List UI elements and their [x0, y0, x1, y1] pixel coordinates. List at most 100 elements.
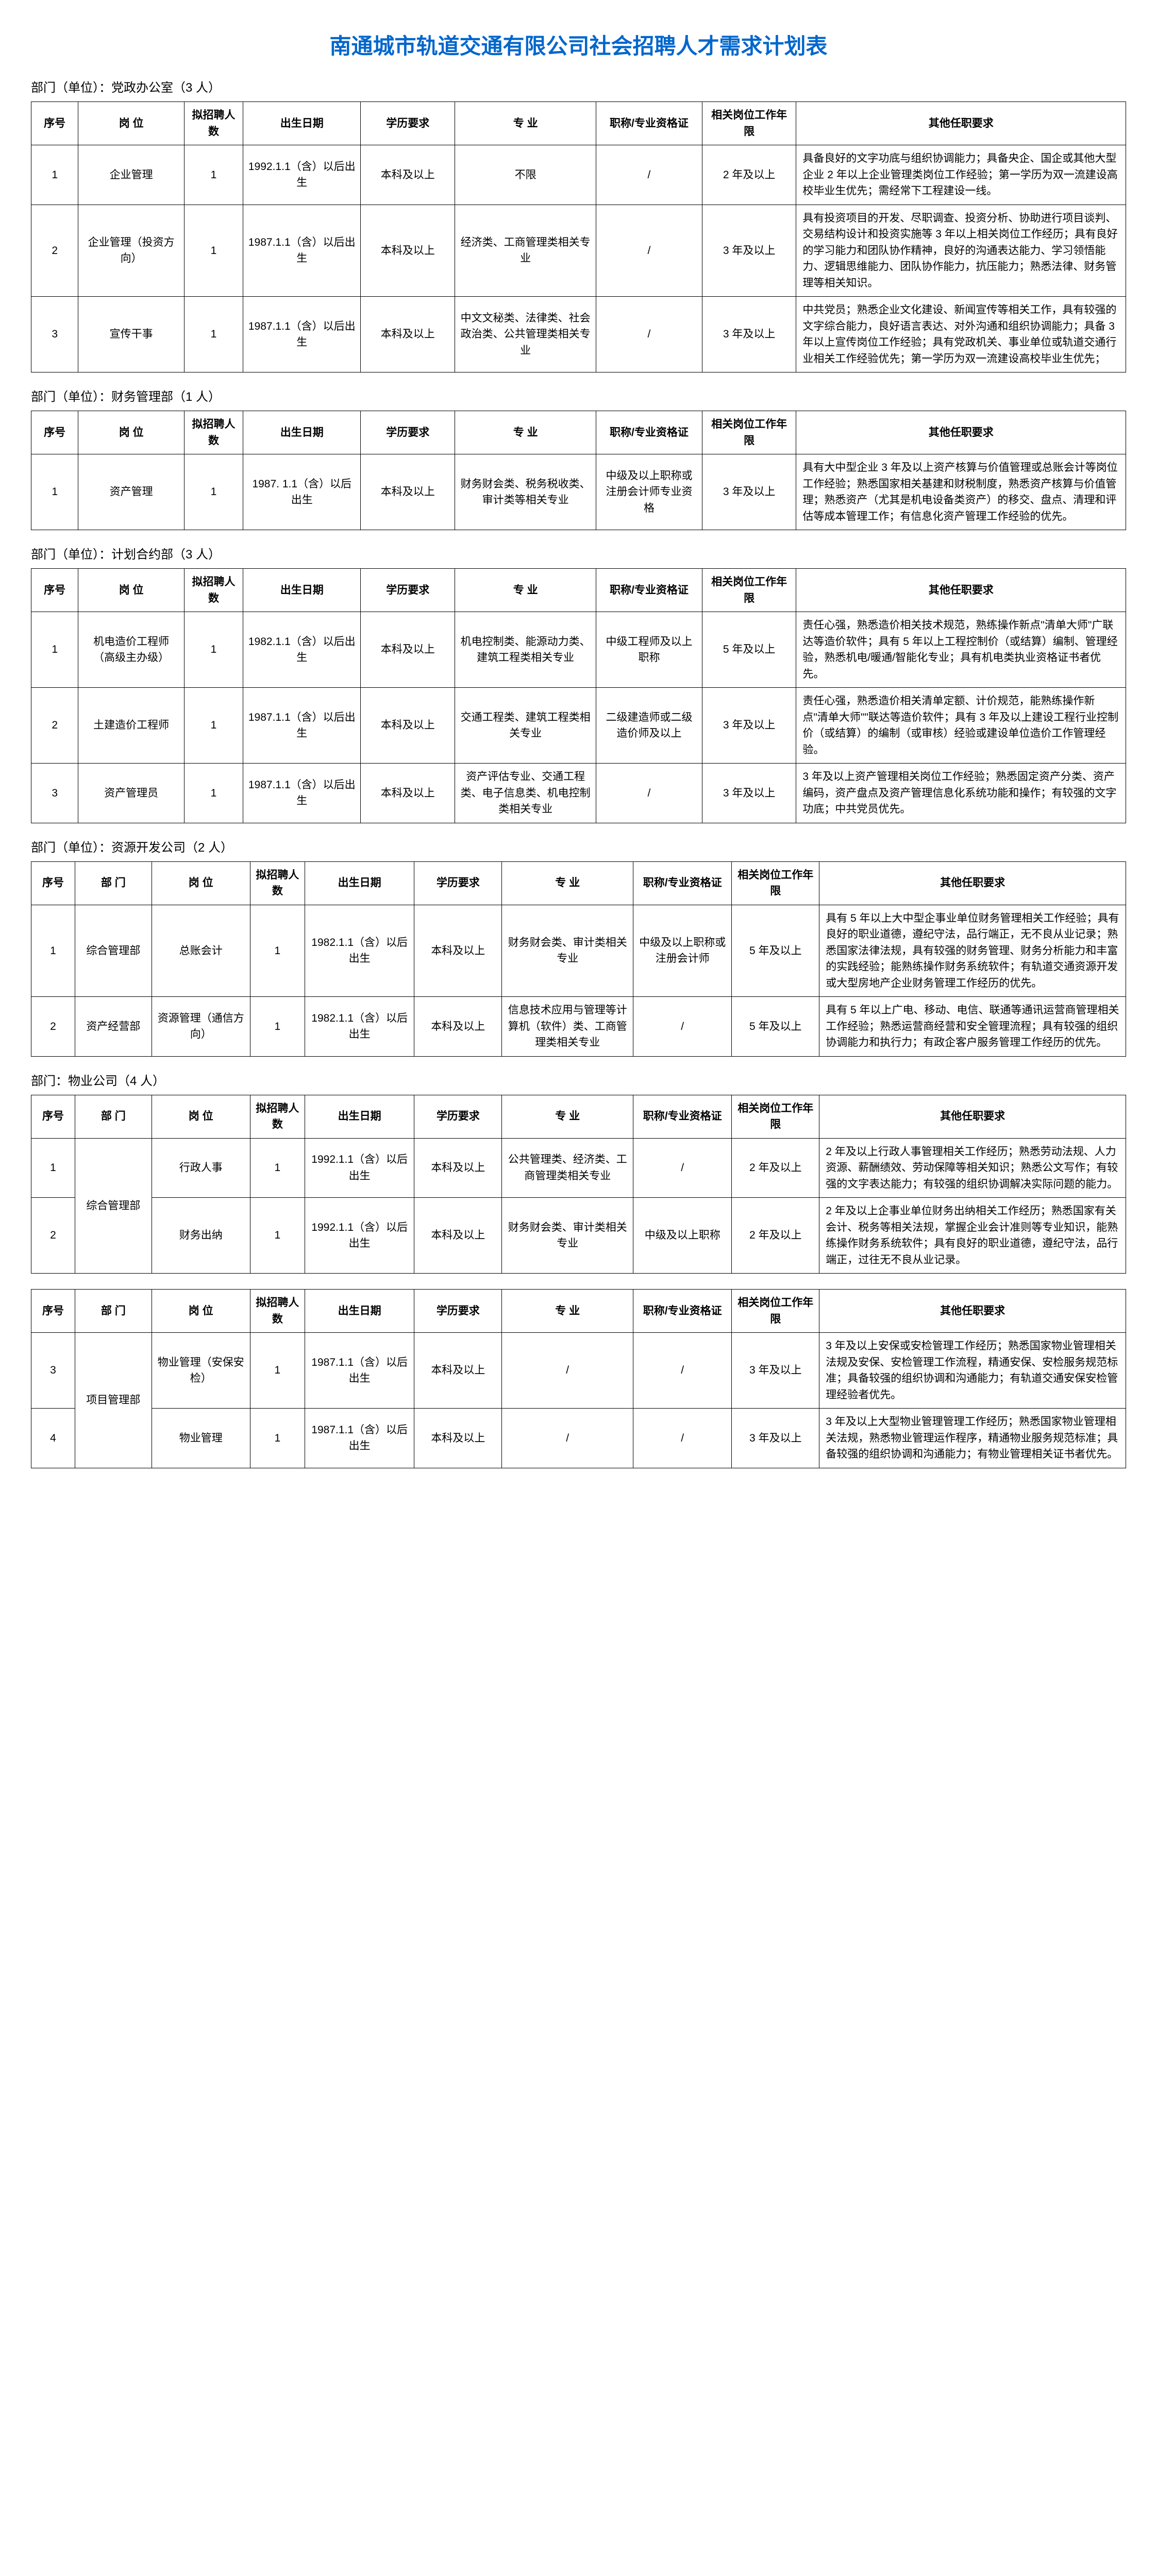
table-cell: 1 — [250, 997, 305, 1057]
table-cell: 机电造价工程师（高级主办级） — [78, 612, 185, 688]
table-cell: 信息技术应用与管理等计算机（软件）类、工商管理类相关专业 — [502, 997, 633, 1057]
column-header: 出生日期 — [305, 1290, 414, 1333]
recruitment-table: 序号部 门岗 位拟招聘人数出生日期学历要求专 业职称/专业资格证相关岗位工作年限… — [31, 1095, 1126, 1274]
column-header: 出生日期 — [305, 861, 414, 905]
table-row: 1资产管理11987. 1.1（含）以后出生本科及以上财务财会类、税务税收类、审… — [31, 454, 1126, 530]
table-cell: 1 — [184, 297, 243, 372]
column-header: 专 业 — [455, 569, 596, 612]
table-cell: 公共管理类、经济类、工商管理类相关专业 — [502, 1138, 633, 1198]
table-cell: 3 年及以上资产管理相关岗位工作经验；熟悉固定资产分类、资产编码，资产盘点及资产… — [796, 764, 1126, 823]
table-row: 2财务出纳11992.1.1（含）以后出生本科及以上财务财会类、审计类相关专业中… — [31, 1198, 1126, 1274]
table-cell: 不限 — [455, 145, 596, 205]
table-cell: 本科及以上 — [361, 764, 455, 823]
column-header: 部 门 — [75, 1095, 152, 1138]
table-cell: 1987. 1.1（含）以后出生 — [243, 454, 361, 530]
table-row: 2企业管理（投资方向）11987.1.1（含）以后出生本科及以上经济类、工商管理… — [31, 205, 1126, 297]
table-cell: / — [596, 205, 702, 297]
table-cell: 本科及以上 — [361, 145, 455, 205]
table-cell: / — [596, 297, 702, 372]
table-row: 3宣传干事11987.1.1（含）以后出生本科及以上中文文秘类、法律类、社会政治… — [31, 297, 1126, 372]
column-header: 序号 — [31, 861, 75, 905]
table-cell: 3 年及以上 — [732, 1409, 819, 1468]
column-header: 职称/专业资格证 — [596, 102, 702, 145]
column-header: 岗 位 — [78, 569, 185, 612]
department-header: 部门：物业公司（4 人） — [31, 1072, 1126, 1091]
column-header: 拟招聘人数 — [184, 569, 243, 612]
table-cell: 具有大中型企业 3 年及以上资产核算与价值管理或总账会计等岗位工作经验；熟悉国家… — [796, 454, 1126, 530]
recruitment-table: 序号岗 位拟招聘人数出生日期学历要求专 业职称/专业资格证相关岗位工作年限其他任… — [31, 101, 1126, 372]
table-cell: 1 — [31, 145, 78, 205]
table-cell: 本科及以上 — [414, 1333, 502, 1409]
table-cell: 1992.1.1（含）以后出生 — [243, 145, 361, 205]
table-cell: 2 — [31, 997, 75, 1057]
table-row: 2资产经营部资源管理（通信方向）11982.1.1（含）以后出生本科及以上信息技… — [31, 997, 1126, 1057]
table-cell: / — [633, 1333, 732, 1409]
table-cell: 1 — [184, 145, 243, 205]
table-cell: 1 — [31, 905, 75, 997]
table-cell: 财务财会类、审计类相关专业 — [502, 905, 633, 997]
table-cell: / — [502, 1409, 633, 1468]
table-cell: 1987.1.1（含）以后出生 — [243, 764, 361, 823]
table-cell: 5 年及以上 — [732, 997, 819, 1057]
table-cell: 本科及以上 — [361, 297, 455, 372]
column-header: 部 门 — [75, 861, 152, 905]
table-cell: 1 — [184, 205, 243, 297]
table-cell: 资源管理（通信方向） — [152, 997, 250, 1057]
column-header: 学历要求 — [414, 861, 502, 905]
column-header: 其他任职要求 — [819, 1290, 1126, 1333]
column-header: 职称/专业资格证 — [633, 1290, 732, 1333]
table-cell: 责任心强，熟悉造价相关清单定额、计价规范，能熟练操作新点"清单大师""联达等造价… — [796, 688, 1126, 764]
table-cell: 综合管理部 — [75, 1138, 152, 1274]
table-cell: 中级及以上职称或注册会计师 — [633, 905, 732, 997]
table-row: 3项目管理部物业管理（安保安检）11987.1.1（含）以后出生本科及以上//3… — [31, 1333, 1126, 1409]
table-row: 1机电造价工程师（高级主办级）11982.1.1（含）以后出生本科及以上机电控制… — [31, 612, 1126, 688]
table-cell: 3 年及以上大型物业管理管理工作经历；熟悉国家物业管理相关法规，熟悉物业管理运作… — [819, 1409, 1126, 1468]
column-header: 序号 — [31, 411, 78, 454]
table-cell: 本科及以上 — [414, 1409, 502, 1468]
table-cell: 本科及以上 — [361, 612, 455, 688]
table-cell: 本科及以上 — [414, 1198, 502, 1274]
column-header: 拟招聘人数 — [184, 102, 243, 145]
table-cell: 1982.1.1（含）以后出生 — [305, 997, 414, 1057]
table-cell: 中级工程师及以上职称 — [596, 612, 702, 688]
table-cell: 中文文秘类、法律类、社会政治类、公共管理类相关专业 — [455, 297, 596, 372]
column-header: 拟招聘人数 — [250, 1290, 305, 1333]
table-cell: 中级及以上职称 — [633, 1198, 732, 1274]
table-cell: 资产经营部 — [75, 997, 152, 1057]
table-cell: 具备良好的文字功底与组织协调能力；具备央企、国企或其他大型企业 2 年以上企业管… — [796, 145, 1126, 205]
table-row: 1综合管理部行政人事11992.1.1（含）以后出生本科及以上公共管理类、经济类… — [31, 1138, 1126, 1198]
table-cell: 3 — [31, 297, 78, 372]
column-header: 专 业 — [455, 102, 596, 145]
table-cell: 综合管理部 — [75, 905, 152, 997]
column-header: 学历要求 — [414, 1290, 502, 1333]
table-cell: 2 年及以上 — [732, 1138, 819, 1198]
table-cell: 资产管理员 — [78, 764, 185, 823]
table-cell: 1 — [184, 688, 243, 764]
sections-container: 部门（单位）：党政办公室（3 人）序号岗 位拟招聘人数出生日期学历要求专 业职称… — [31, 79, 1126, 1468]
table-cell: 财务财会类、税务税收类、审计类等相关专业 — [455, 454, 596, 530]
table-cell: 2 年及以上行政人事管理相关工作经历；熟悉劳动法规、人力资源、薪酬绩效、劳动保障… — [819, 1138, 1126, 1198]
table-cell: 1 — [31, 1138, 75, 1198]
table-cell: 1 — [250, 1333, 305, 1409]
table-cell: 具有 5 年以上大中型企事业单位财务管理相关工作经验；具有良好的职业道德，遵纪守… — [819, 905, 1126, 997]
column-header: 相关岗位工作年限 — [702, 569, 796, 612]
column-header: 其他任职要求 — [796, 411, 1126, 454]
table-cell: 3 — [31, 1333, 75, 1409]
table-cell: 1 — [250, 905, 305, 997]
column-header: 出生日期 — [305, 1095, 414, 1138]
recruitment-table: 序号部 门岗 位拟招聘人数出生日期学历要求专 业职称/专业资格证相关岗位工作年限… — [31, 1289, 1126, 1468]
table-row: 1综合管理部总账会计11982.1.1（含）以后出生本科及以上财务财会类、审计类… — [31, 905, 1126, 997]
table-cell: 1 — [250, 1198, 305, 1274]
table-cell: 本科及以上 — [414, 1138, 502, 1198]
column-header: 学历要求 — [414, 1095, 502, 1138]
department-header: 部门（单位）：党政办公室（3 人） — [31, 79, 1126, 97]
column-header: 出生日期 — [243, 102, 361, 145]
table-cell: 1 — [184, 454, 243, 530]
table-cell: 1987.1.1（含）以后出生 — [305, 1409, 414, 1468]
table-cell: 1 — [250, 1138, 305, 1198]
column-header: 岗 位 — [78, 411, 185, 454]
table-cell: 3 年及以上 — [702, 764, 796, 823]
table-cell: / — [596, 145, 702, 205]
table-cell: 行政人事 — [152, 1138, 250, 1198]
table-cell: 1982.1.1（含）以后出生 — [243, 612, 361, 688]
